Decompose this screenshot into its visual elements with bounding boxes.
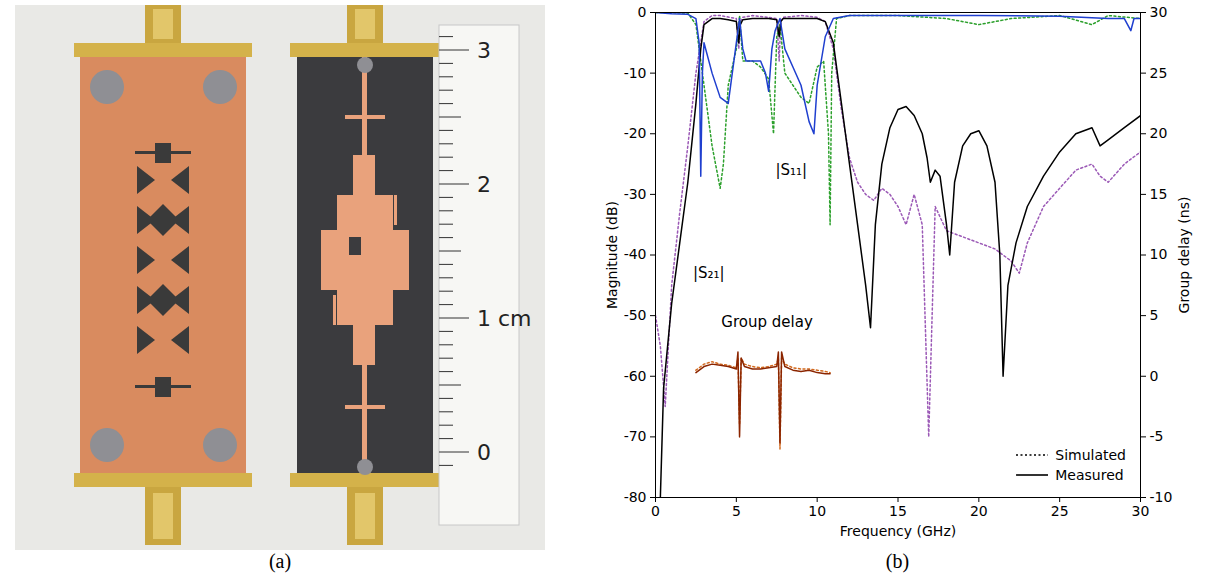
- svg-text:10: 10: [1150, 246, 1168, 262]
- svg-text:-70: -70: [624, 428, 647, 444]
- svg-text:0: 0: [477, 440, 491, 465]
- svg-text:10: 10: [808, 503, 826, 519]
- svg-text:-10: -10: [624, 65, 647, 81]
- svg-text:-5: -5: [1150, 428, 1164, 444]
- svg-text:2: 2: [477, 172, 491, 197]
- svg-text:Magnitude (dB): Magnitude (dB): [604, 201, 620, 309]
- svg-text:15: 15: [889, 503, 907, 519]
- svg-text:0: 0: [638, 4, 647, 20]
- svg-text:Frequency (GHz): Frequency (GHz): [840, 523, 956, 539]
- svg-text:0: 0: [651, 503, 660, 519]
- svg-text:-60: -60: [624, 368, 647, 384]
- svg-text:|S₂₁|: |S₂₁|: [693, 264, 725, 282]
- html-text:Simulated: Simulated: [1055, 447, 1126, 463]
- svg-text:25: 25: [1051, 503, 1069, 519]
- svg-text:-50: -50: [624, 307, 647, 323]
- svg-text:5: 5: [1150, 307, 1159, 323]
- svg-text:-10: -10: [1150, 489, 1173, 505]
- svg-text:25: 25: [1150, 65, 1168, 81]
- svg-text:-30: -30: [624, 186, 647, 202]
- svg-text:3: 3: [477, 38, 491, 63]
- svg-text:1 cm: 1 cm: [477, 306, 532, 331]
- svg-text:15: 15: [1150, 186, 1168, 202]
- html-text:(a): (a): [268, 550, 292, 572]
- svg-text:Group delay: Group delay: [721, 312, 813, 330]
- svg-text:Group delay (ns): Group delay (ns): [1176, 197, 1192, 314]
- svg-text:20: 20: [970, 503, 988, 519]
- html-text:Measured: Measured: [1055, 467, 1124, 483]
- svg-text:30: 30: [1132, 503, 1150, 519]
- svg-text:20: 20: [1150, 125, 1168, 141]
- svg-text:0: 0: [1150, 368, 1159, 384]
- svg-text:|S₁₁|: |S₁₁|: [775, 161, 807, 179]
- html-text:(b): (b): [885, 550, 910, 572]
- svg-text:-80: -80: [624, 489, 647, 505]
- svg-text:-20: -20: [624, 125, 647, 141]
- svg-text:30: 30: [1150, 4, 1168, 20]
- svg-text:-40: -40: [624, 246, 647, 262]
- svg-text:5: 5: [732, 503, 741, 519]
